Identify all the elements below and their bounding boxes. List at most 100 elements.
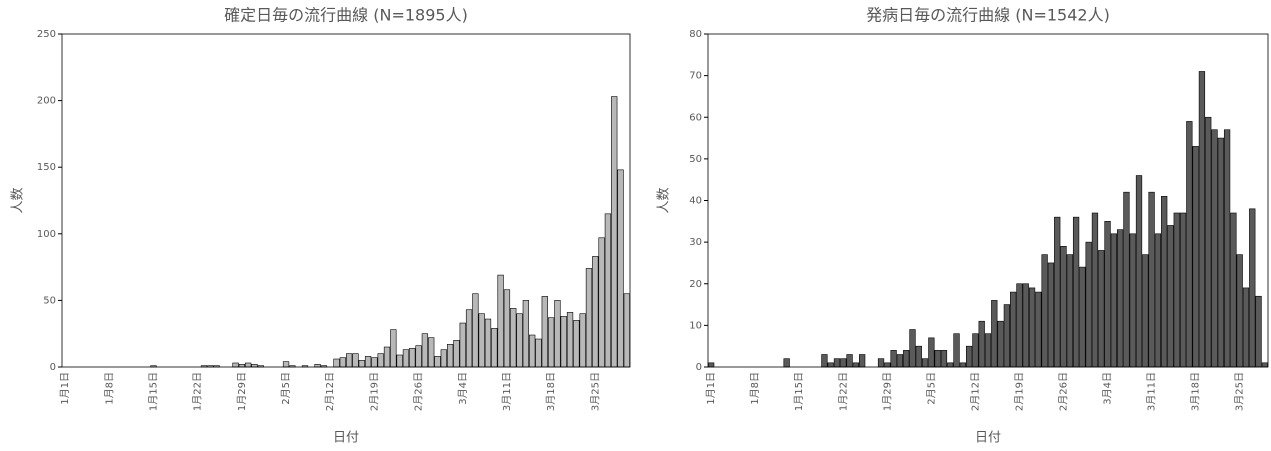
bar (1079, 266, 1086, 368)
bar (940, 350, 948, 368)
bar (352, 353, 359, 368)
bar (1035, 291, 1042, 368)
y-tick-label: 0 (696, 362, 702, 373)
x-tick-label: 3月4日 (1102, 372, 1114, 405)
bar (497, 274, 504, 368)
bar (1179, 212, 1187, 368)
x-tick-label: 1月15日 (793, 372, 805, 411)
bar (947, 362, 954, 368)
bar (611, 96, 618, 368)
bar (915, 345, 922, 368)
bar (909, 329, 916, 368)
bar (339, 357, 346, 368)
bar (1085, 241, 1092, 368)
bar (1205, 116, 1212, 368)
bar (890, 350, 897, 368)
x-tick-label: 3月18日 (1190, 372, 1202, 411)
bar (1211, 129, 1218, 368)
bar (547, 317, 555, 368)
bar (478, 313, 485, 368)
bar (465, 309, 473, 368)
bar (859, 354, 866, 368)
y-tick-label: 40 (689, 196, 702, 207)
x-tick-label: 3月11日 (1146, 372, 1158, 411)
bar (503, 289, 511, 368)
y-tick-label: 0 (50, 362, 56, 373)
bar (1186, 121, 1193, 368)
bar (877, 358, 885, 368)
x-tick-label: 2月19日 (368, 372, 380, 411)
x-tick-label: 1月1日 (705, 372, 717, 405)
bar (516, 313, 523, 368)
bar (510, 308, 517, 368)
x-tick-label: 3月25日 (589, 372, 601, 411)
bar (1041, 254, 1048, 368)
y-tick-label: 50 (689, 154, 702, 165)
bar (1123, 191, 1130, 368)
bar (1167, 225, 1174, 368)
bar (1117, 229, 1124, 368)
bar (846, 354, 853, 368)
bar (1223, 129, 1231, 368)
bar (604, 213, 612, 368)
bar (708, 362, 715, 368)
bar (245, 362, 252, 368)
x-axis-label: 日付 (333, 431, 359, 446)
bar (884, 362, 891, 368)
bar (459, 322, 466, 368)
y-tick-label: 60 (689, 112, 702, 123)
bar (1255, 295, 1262, 368)
bar (535, 338, 542, 368)
bar (1154, 233, 1162, 368)
bar (1129, 233, 1136, 368)
bar (390, 329, 397, 368)
bar (903, 350, 910, 368)
bar (1242, 287, 1250, 368)
bar (598, 237, 605, 368)
bar (346, 353, 353, 368)
bar (991, 300, 998, 368)
bar (232, 362, 239, 368)
bar (333, 358, 340, 368)
bar (1110, 233, 1117, 368)
bar (428, 337, 435, 368)
bar (421, 333, 429, 368)
bar (1010, 291, 1017, 368)
bar (484, 318, 492, 368)
bar (1022, 283, 1029, 368)
bar (840, 358, 847, 368)
x-tick-label: 1月8日 (749, 372, 761, 405)
bar (1230, 212, 1237, 368)
bar (783, 358, 790, 368)
bar (821, 354, 828, 368)
bar (1047, 262, 1055, 368)
bar (928, 337, 935, 368)
bar (415, 345, 422, 368)
bar (554, 300, 561, 368)
bar (896, 354, 904, 368)
bar (409, 348, 416, 368)
bar (579, 313, 586, 368)
bar (623, 293, 630, 368)
y-axis-label: 人数 (11, 187, 26, 213)
x-tick-label: 2月12日 (324, 372, 336, 411)
bar (972, 333, 979, 368)
bar (1066, 254, 1073, 368)
bar (522, 300, 530, 368)
bar (934, 350, 941, 368)
x-tick-label: 2月26日 (1058, 372, 1070, 411)
bar (1054, 216, 1061, 368)
x-tick-label: 3月11日 (501, 372, 513, 411)
bar (377, 353, 384, 368)
y-tick-label: 100 (37, 229, 56, 240)
bar (446, 344, 454, 368)
bar (541, 296, 548, 368)
plot-frame (61, 33, 631, 368)
y-tick-label: 200 (37, 96, 56, 107)
bar (1217, 137, 1224, 368)
x-tick-label: 3月25日 (1234, 372, 1246, 411)
bar (953, 333, 960, 368)
x-tick-label: 2月12日 (969, 372, 981, 411)
bar (364, 356, 372, 368)
